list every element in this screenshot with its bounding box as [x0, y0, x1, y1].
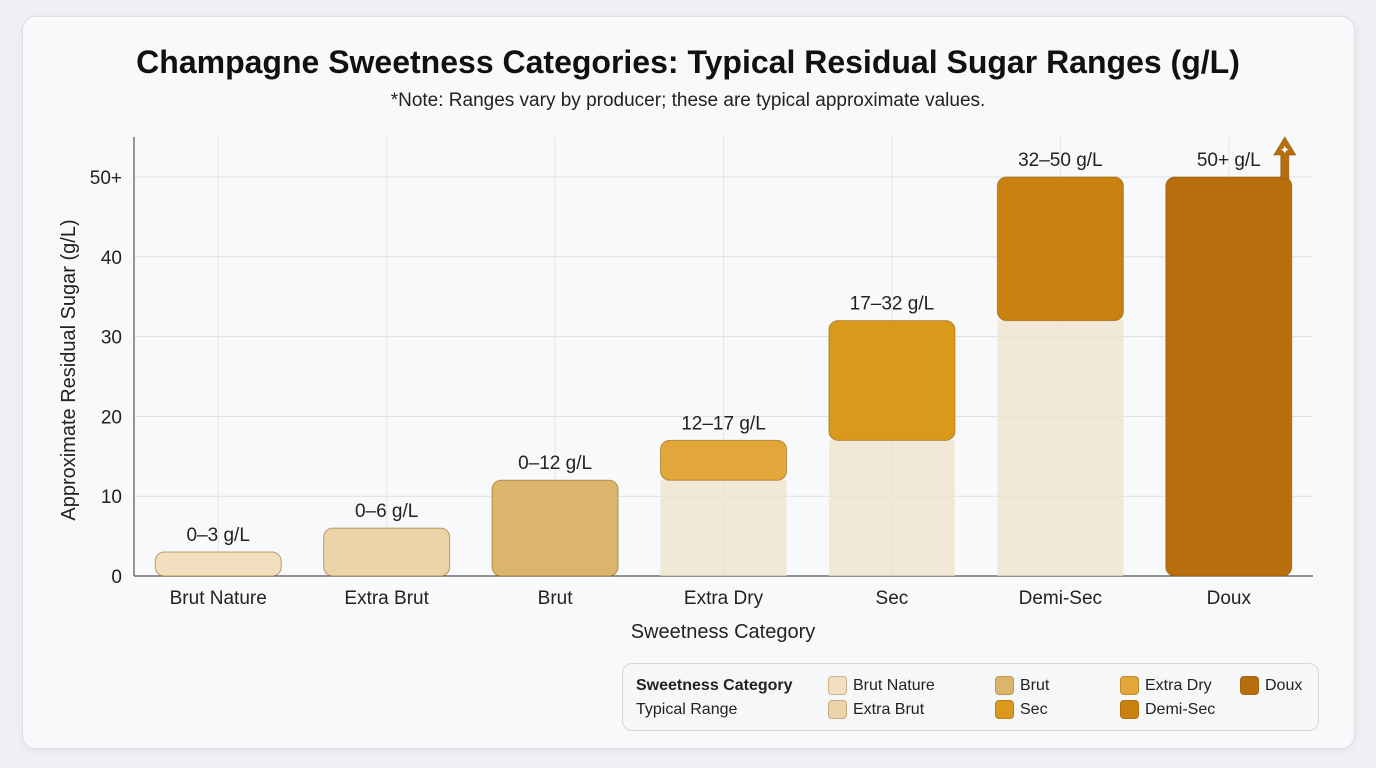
bar-base-shadow [997, 320, 1124, 576]
chart-title: Champagne Sweetness Categories: Typical … [136, 44, 1240, 80]
legend-label: Brut [1020, 676, 1050, 694]
y-axis-title: Approximate Residual Sugar (g/L) [58, 219, 80, 520]
legend-item: Doux [1240, 676, 1302, 695]
bar-brut [491, 479, 619, 577]
legend-label: Extra Dry [1145, 676, 1212, 694]
x-tick-label: Sec [876, 588, 909, 609]
data-label: 32–50 g/L [1018, 150, 1103, 171]
legend-label: Doux [1265, 676, 1303, 694]
legend-label: Sec [1020, 700, 1048, 718]
bar-sec [828, 320, 956, 441]
legend-subtitle: Typical Range [636, 701, 738, 718]
y-tick-label: 30 [101, 328, 122, 349]
x-tick-label: Doux [1207, 588, 1252, 609]
legend-item: Brut [995, 676, 1049, 695]
x-axis-title: Sweetness Category [631, 621, 816, 643]
bar-brut-nature [154, 551, 282, 577]
data-label: 50+ g/L [1197, 150, 1261, 171]
bar-demi-sec [996, 176, 1124, 322]
data-label: 0–3 g/L [187, 525, 250, 546]
legend-title: Sweetness Category [636, 677, 793, 694]
y-tick-label: 20 [101, 407, 122, 428]
legend-swatch [1120, 700, 1139, 719]
open-ended-arrow-icon [1272, 136, 1297, 180]
bar-base-shadow [828, 440, 955, 576]
legend-swatch [995, 700, 1014, 719]
bar-extra-brut [323, 527, 451, 577]
bar-base-shadow [660, 480, 787, 576]
legend-item: Extra Brut [828, 700, 924, 719]
legend-item: Sec [995, 700, 1048, 719]
legend-swatch [828, 700, 847, 719]
legend-label: Extra Brut [853, 700, 925, 718]
legend-item: Extra Dry [1120, 676, 1212, 695]
x-tick-label: Brut [538, 588, 574, 609]
data-label: 0–6 g/L [355, 501, 418, 522]
legend-item: Demi-Sec [1120, 700, 1215, 719]
x-tick-label: Extra Dry [684, 588, 764, 609]
chart-subtitle: *Note: Ranges vary by producer; these ar… [390, 90, 986, 111]
legend-swatch [828, 676, 847, 695]
legend-swatch [995, 676, 1014, 695]
data-label: 0–12 g/L [518, 453, 592, 474]
data-label: 12–17 g/L [681, 413, 766, 434]
y-tick-label: 40 [101, 248, 122, 269]
x-tick-label: Extra Brut [344, 588, 429, 609]
y-tick-label: 50+ [90, 168, 122, 189]
legend-swatch [1240, 676, 1259, 695]
sparkle-icon: ✦ [1280, 143, 1290, 157]
legend-item: Brut Nature [828, 676, 935, 695]
data-label: 17–32 g/L [850, 294, 935, 315]
bar-doux [1165, 176, 1293, 577]
x-tick-label: Demi-Sec [1019, 588, 1102, 609]
legend-swatch [1120, 676, 1139, 695]
legend-label: Demi-Sec [1145, 700, 1216, 718]
legend: Sweetness Category Typical Range Brut Na… [622, 663, 1319, 731]
legend-label: Brut Nature [853, 676, 935, 694]
chart-card [22, 16, 1355, 749]
y-tick-label: 10 [101, 487, 122, 508]
bar-extra-dry [660, 439, 787, 481]
y-tick-label: 0 [111, 567, 122, 588]
x-tick-label: Brut Nature [170, 588, 267, 609]
